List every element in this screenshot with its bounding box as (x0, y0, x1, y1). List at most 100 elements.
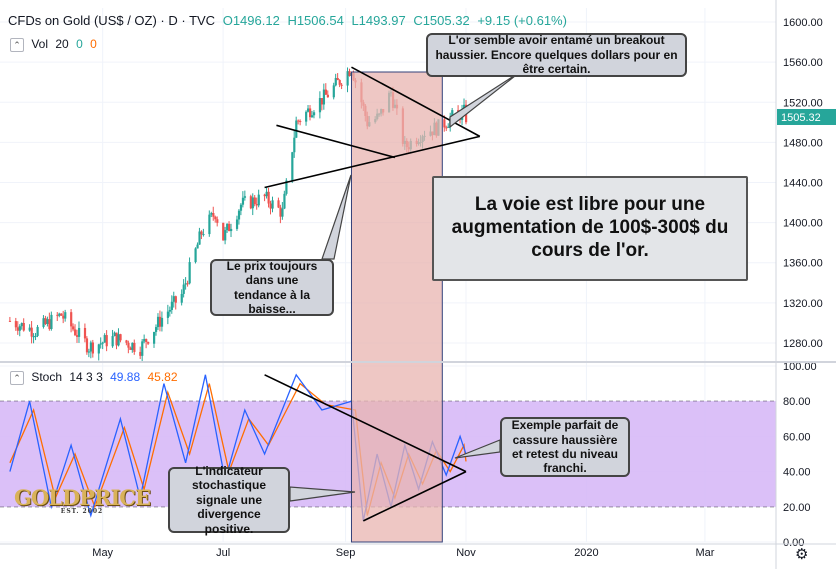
last-price-label: 1505.32 (781, 112, 821, 124)
stoch-tick-label: 0.00 (783, 537, 804, 549)
candle-body (50, 314, 53, 330)
candle-body (251, 197, 254, 209)
candle-body (103, 335, 106, 343)
candle-body (83, 327, 87, 339)
candle-body (160, 317, 164, 327)
candle-body (338, 80, 341, 85)
candle-body (324, 89, 328, 95)
candle-body (253, 197, 256, 205)
candle-body (74, 329, 77, 336)
candle-body (72, 326, 75, 330)
candle-body (297, 120, 300, 122)
candle-body (89, 342, 93, 352)
candle-body (32, 336, 35, 338)
stoch-params: 14 3 3 (69, 370, 103, 384)
candle-body (241, 197, 245, 205)
price-support-line (264, 135, 481, 189)
candle-body (310, 115, 314, 118)
candle-body (443, 119, 446, 128)
time-tick-label: Jul (216, 547, 230, 559)
vol-value-1: 0 (76, 37, 83, 51)
price-tick-label: 1320.00 (783, 298, 823, 310)
candle-body (36, 326, 39, 336)
candle-body (291, 152, 294, 181)
candle-body (336, 78, 339, 81)
candle-body (447, 126, 450, 128)
candle-body (127, 342, 130, 348)
candle-body (451, 110, 454, 118)
candle-body (129, 347, 132, 350)
candle-body (125, 340, 128, 343)
retest-callout[interactable]: Exemple parfait de cassure haussière et … (500, 417, 630, 477)
candle-body (334, 78, 337, 86)
candle-body (200, 231, 203, 235)
candle-body (202, 234, 205, 236)
candle-body (255, 204, 258, 206)
goldprice-logo: GOLDPRICE EST. 2002 (14, 485, 151, 515)
main-callout[interactable]: La voie est libre pour une augmentation … (432, 176, 748, 281)
candle-body (243, 196, 247, 198)
ohlc-close: C1505.32 (413, 13, 470, 28)
candle-body (115, 332, 118, 346)
candle-body (85, 338, 89, 353)
candle-body (305, 111, 308, 122)
candle-body (16, 327, 19, 331)
candle-body (22, 322, 25, 331)
candle-body (293, 137, 296, 153)
last-price-badge (777, 108, 836, 125)
time-tick-label: Sep (336, 547, 356, 559)
candle-body (186, 283, 189, 285)
candle-body (133, 342, 136, 352)
candle-body (277, 200, 280, 208)
candle-body (182, 284, 185, 294)
candle-body (194, 248, 197, 263)
candle-body (283, 193, 286, 209)
price-tick-label: 1400.00 (783, 218, 823, 230)
candle-body (224, 230, 227, 241)
candle-body (117, 334, 120, 346)
logo-sub: EST. 2002 (60, 508, 104, 515)
vol-params: 20 (55, 37, 69, 51)
stoch-tick-label: 20.00 (783, 502, 811, 514)
candle-body (20, 322, 23, 327)
candle-body (56, 314, 59, 316)
candle-body (445, 127, 448, 129)
candle-body (263, 194, 266, 197)
candle-body (198, 231, 201, 245)
candle-body (70, 312, 73, 327)
candle-body (318, 98, 322, 113)
candle-body (131, 342, 134, 350)
candle-body (42, 318, 45, 327)
candle-body (239, 204, 243, 211)
divergence-pointer (289, 486, 356, 502)
candle-body (62, 315, 65, 319)
settings-gear-icon[interactable]: ⚙ (795, 546, 808, 563)
candle-body (58, 313, 61, 316)
candle-body (322, 89, 326, 105)
collapse-arrow-icon[interactable]: ⌃ (10, 370, 24, 385)
candle-body (196, 244, 199, 249)
collapse-arrow-icon[interactable]: ⌃ (10, 37, 24, 52)
candle-body (46, 319, 49, 324)
candle-body (91, 342, 95, 354)
downtrend-callout[interactable]: Le prix toujours dans une tendance à la … (210, 259, 334, 316)
candle-body (285, 180, 288, 194)
price-tick-label: 1440.00 (783, 177, 823, 189)
stoch-d-value: 45.82 (147, 370, 178, 384)
divergence-callout[interactable]: L'indicateur stochastique signale une di… (168, 464, 290, 536)
candle-body (237, 210, 241, 220)
candle-body (312, 112, 316, 116)
candle-body (208, 214, 211, 235)
candle-body (77, 327, 81, 337)
candle-body (48, 319, 51, 330)
candle-body (97, 344, 100, 354)
breakout-callout[interactable]: L'or semble avoir entamé un breakout hau… (426, 33, 687, 77)
vol-value-2: 0 (90, 37, 97, 51)
stoch-tick-label: 40.00 (783, 467, 811, 479)
candle-body (271, 200, 274, 209)
stoch-tick-label: 100.00 (783, 361, 817, 373)
candle-body (188, 262, 191, 284)
price-tick-label: 1480.00 (783, 137, 823, 149)
candle-body (216, 219, 219, 223)
